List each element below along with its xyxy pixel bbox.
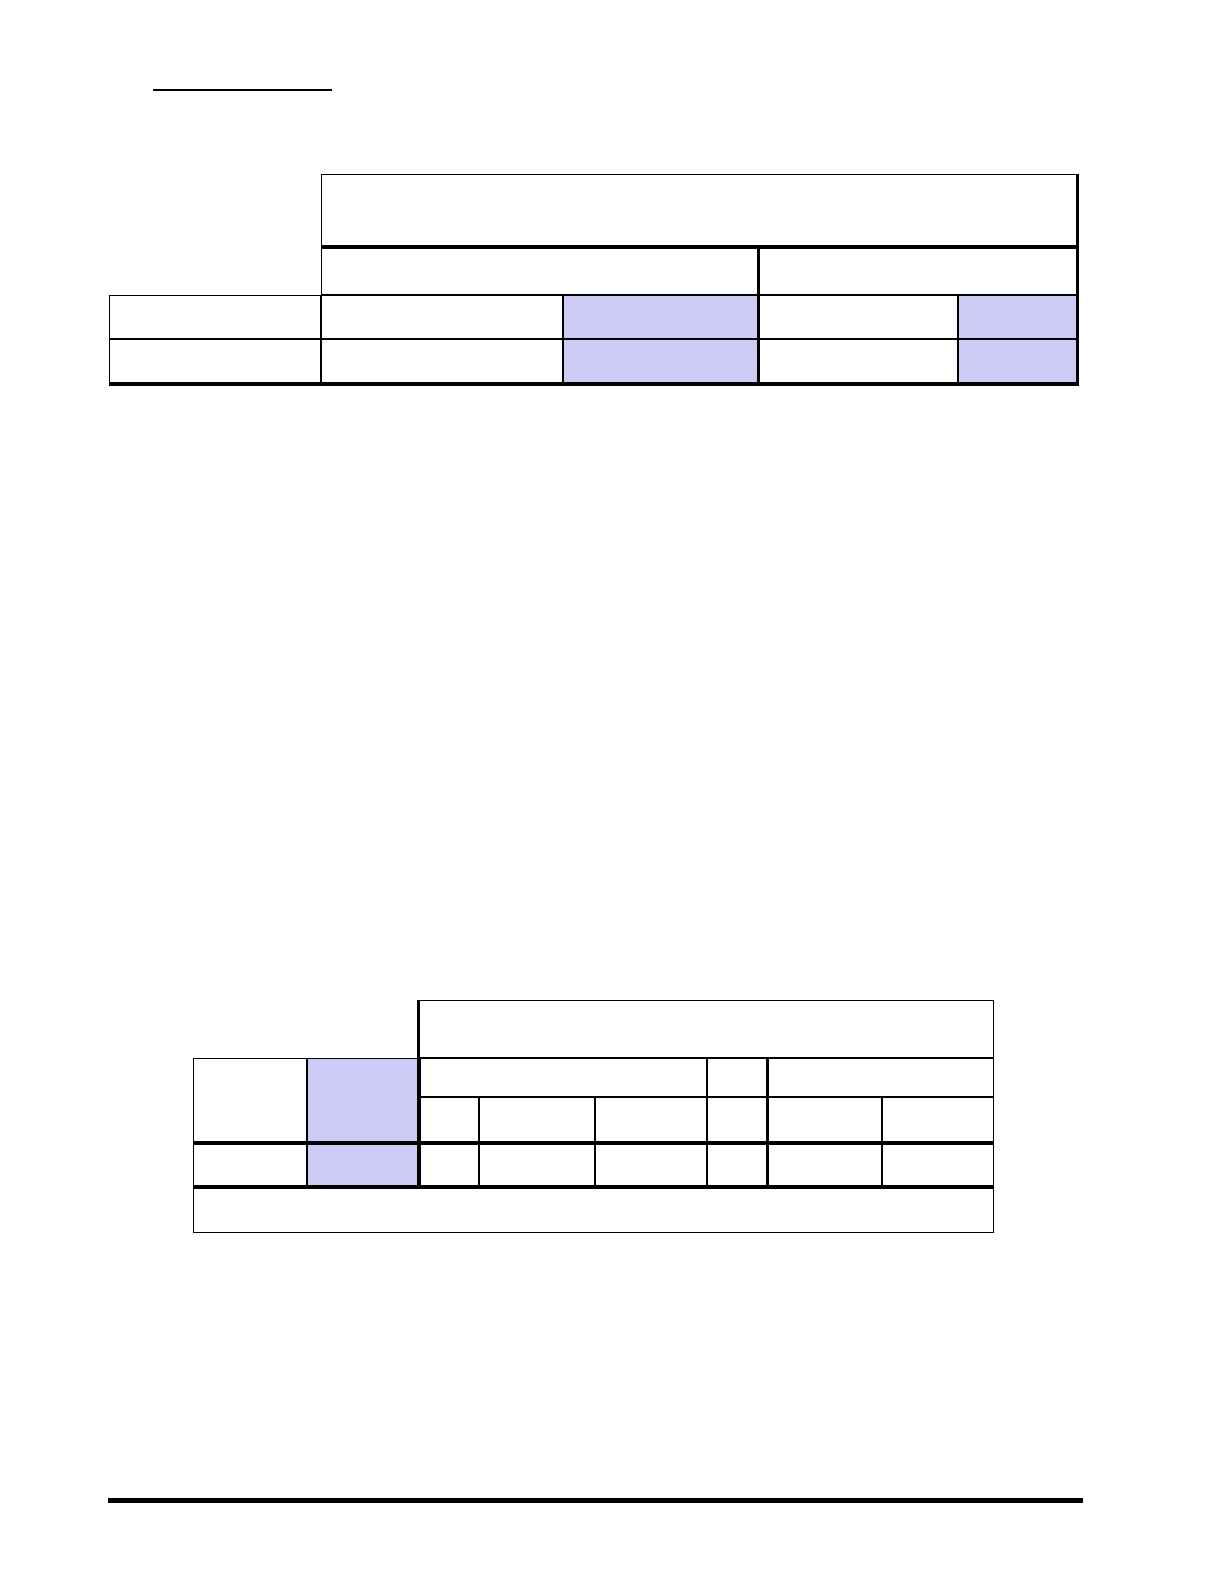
t2-datarow-cell-6 [882, 1143, 994, 1187]
t2-datarow-cell-2 [479, 1143, 595, 1187]
t2-datarow-cell-1 [420, 1143, 479, 1187]
t2-datarow-cell-3 [595, 1143, 707, 1187]
t2-subheader-cell-3 [595, 1097, 707, 1143]
t2-datarow-highlighted-cell [307, 1143, 420, 1187]
t1-group-divider-bold-line [757, 248, 760, 385]
t1-colgroup-right [759, 248, 1079, 295]
t2-footer-note-cell [193, 1187, 994, 1233]
t2-header-cell [418, 1000, 994, 1058]
t2-datarow-top-bold-line [193, 1141, 994, 1145]
t2-subheader-cell-1 [420, 1097, 479, 1143]
t2-subheader-cell-5 [768, 1097, 882, 1143]
t1-row1-highlighted-cell-2 [958, 295, 1079, 339]
t1-row2-highlighted-cell-1 [563, 339, 759, 385]
t1-row1-cell-1 [321, 295, 563, 339]
footer-rule [108, 1498, 1083, 1503]
t2-subheader-cell-2 [479, 1097, 595, 1143]
t1-row2-cell-1 [321, 339, 563, 385]
t2-stub-header-cell [193, 1058, 307, 1143]
t2-datarow-cell-5 [768, 1143, 882, 1187]
t2-group-divider-bold-line [766, 1058, 769, 1187]
t1-row2-highlighted-cell-2 [958, 339, 1079, 385]
t2-subheader-cell-6 [882, 1097, 994, 1143]
t1-header-bottom-bold-line [321, 245, 1079, 249]
t2-datarow-cell-4 [707, 1143, 768, 1187]
t2-subheader-cell-4 [707, 1097, 768, 1143]
t1-header-cell [321, 174, 1079, 248]
t1-row1-label-cell [109, 295, 321, 339]
t2-datarow-label-cell [193, 1143, 307, 1187]
t1-row1-highlighted-cell-1 [563, 295, 759, 339]
t2-header-left-bold-line [417, 1000, 420, 1187]
heading-underline [153, 89, 332, 91]
t2-datarow-bottom-bold-line [193, 1185, 994, 1189]
t1-row2-label-cell [109, 339, 321, 385]
t2-colgroup-left [420, 1058, 707, 1097]
t1-row2-cell-2 [759, 339, 958, 385]
t1-colgroup-left [321, 248, 759, 295]
t1-right-edge-bold-line [1076, 174, 1079, 385]
t2-colgroup-right [707, 1058, 994, 1097]
t1-row1-cell-2 [759, 295, 958, 339]
t1-bottom-bold-line [109, 382, 1079, 386]
t2-highlighted-header-cell [307, 1058, 420, 1143]
